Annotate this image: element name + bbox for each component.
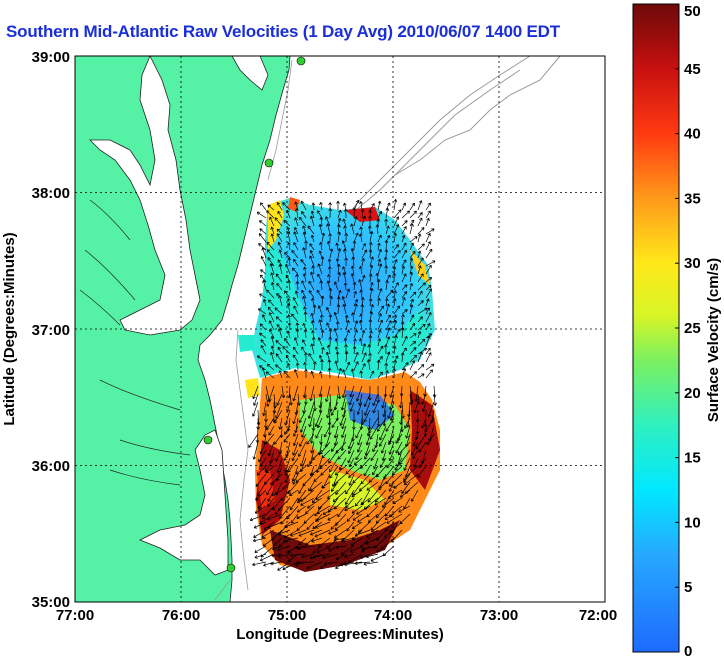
y-tick-label: 38:00: [32, 185, 70, 202]
colorbar-tick-label: 40: [684, 126, 701, 143]
y-tick-label: 39:00: [32, 49, 70, 66]
y-tick-label: 37:00: [32, 322, 70, 339]
station-marker: [203, 435, 213, 445]
colorbar-tick-label: 10: [684, 514, 701, 531]
y-axis-label: Latitude (Degrees:Minutes): [1, 232, 18, 425]
colorbar-tick-label: 5: [684, 579, 692, 596]
y-tick-label: 36:00: [32, 458, 70, 475]
colorbar-tick-label: 35: [684, 190, 701, 207]
x-tick-label: 76:00: [162, 607, 200, 624]
colorbar-tick-label: 45: [684, 61, 701, 78]
x-tick-label: 74:00: [374, 607, 412, 624]
velocity-arrow-glyphs: [248, 198, 437, 571]
colorbar-ticks: 0 5 10 15 20 25 30 35 40 45 50: [675, 3, 701, 659]
colorbar-tick-label: 15: [684, 450, 701, 467]
x-tick-labels: 77:00 76:00 75:00 74:00 73:00 72:00: [56, 607, 617, 624]
velocity-arrows: [248, 198, 437, 571]
colorbar-tick-label: 0: [684, 643, 692, 659]
map-title: Southern Mid-Atlantic Raw Velocities (1 …: [6, 22, 560, 41]
station-marker: [226, 563, 236, 573]
river-lines: [79, 199, 191, 486]
x-tick-label: 77:00: [56, 607, 94, 624]
chesapeake-bay: [89, 56, 201, 336]
colorbar-tick-label: 30: [684, 255, 701, 272]
x-tick-label: 75:00: [268, 607, 306, 624]
bathymetry-contour-shelf: [334, 56, 531, 231]
colorbar-tick-label: 25: [684, 320, 701, 337]
velocity-field: [238, 197, 440, 572]
y-tick-labels: 39:00 38:00 37:00 36:00 35:00: [32, 49, 70, 611]
x-tick-label: 73:00: [480, 607, 518, 624]
colorbar-tick-label: 50: [684, 3, 701, 20]
x-tick-label: 72:00: [579, 607, 617, 624]
grid-lines: [75, 56, 605, 602]
station-marker: [264, 158, 274, 168]
station-marker: [296, 56, 306, 66]
bathymetry-contour-near: [214, 59, 293, 601]
colorbar-tick-label: 20: [684, 385, 701, 402]
colorbar: [632, 3, 680, 653]
plot-frame: [74, 55, 606, 603]
bathymetry-contour-slope: [394, 56, 561, 176]
colorbar-label: Surface Velocity (cm/s): [705, 258, 722, 422]
pamlico-sound: [139, 429, 229, 576]
x-axis-label: Longitude (Degrees:Minutes): [236, 626, 444, 643]
y-tick-label: 35:00: [32, 594, 70, 611]
delaware-bay: [231, 56, 269, 91]
